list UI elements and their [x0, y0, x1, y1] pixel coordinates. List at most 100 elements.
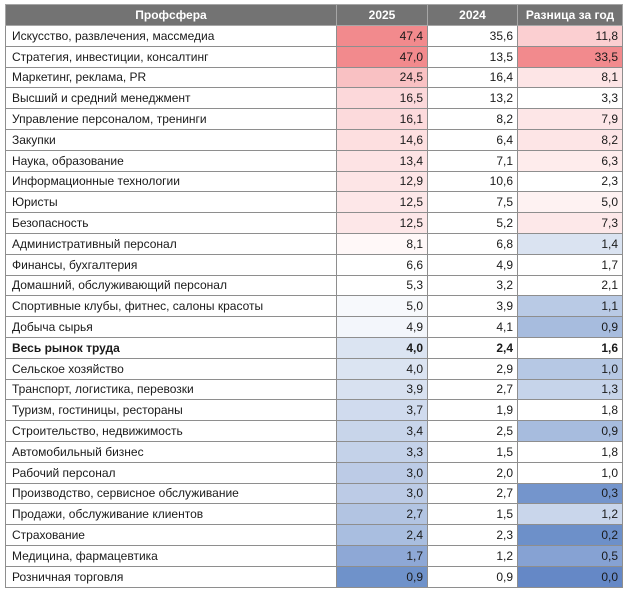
table-row: Искусство, развлечения, массмедиа 47,4 35,…: [5, 25, 623, 47]
table-row: Наука, образование 13,4 7,1 6,3: [5, 149, 623, 172]
cell-2025: 2,7: [336, 503, 428, 526]
cell-profession: Маркетинг, реклама, PR: [5, 66, 337, 89]
cell-profession: Автомобильный бизнес: [5, 440, 337, 463]
cell-diff: 33,5: [517, 45, 623, 68]
cell-diff: 8,1: [517, 66, 623, 89]
cell-profession: Высший и средний менеджмент: [5, 87, 337, 110]
cell-profession: Наука, образование: [5, 149, 337, 172]
table-row: Высший и средний менеджмент 16,5 13,2 3,3: [5, 87, 623, 110]
table-row: Административный персонал 8,1 6,8 1,4: [5, 232, 623, 255]
cell-profession: Весь рынок труда: [5, 336, 337, 359]
cell-diff: 1,8: [517, 440, 623, 463]
cell-diff: 7,3: [517, 212, 623, 234]
cell-2024: 2,7: [427, 378, 518, 401]
cell-profession: Туризм, гостиницы, рестораны: [5, 399, 337, 422]
cell-2024: 2,7: [427, 482, 518, 505]
cell-2025: 14,6: [336, 128, 428, 151]
cell-2025: 8,1: [336, 232, 428, 255]
cell-diff: 1,1: [517, 295, 623, 318]
cell-profession: Финансы, бухгалтерия: [5, 253, 337, 276]
cell-2024: 4,1: [427, 316, 518, 338]
table-row: Безопасность 12,5 5,2 7,3: [5, 212, 623, 234]
cell-profession: Закупки: [5, 128, 337, 151]
cell-2024: 1,5: [427, 440, 518, 463]
cell-diff: 1,0: [517, 357, 623, 380]
table-row: Страхование 2,4 2,3 0,2: [5, 524, 623, 546]
table-row: Производство, сервисное обслуживание 3,0 2…: [5, 482, 623, 505]
cell-diff: 0,9: [517, 316, 623, 338]
cell-2024: 7,5: [427, 191, 518, 214]
table-row: Спортивные клубы, фитнес, салоны красоты…: [5, 295, 623, 318]
cell-profession: Управление персоналом, тренинги: [5, 108, 337, 130]
cell-diff: 1,6: [517, 336, 623, 359]
cell-diff: 1,0: [517, 461, 623, 484]
cell-diff: 1,7: [517, 253, 623, 276]
table-row: Информационные технологии 12,9 10,6 2,3: [5, 170, 623, 193]
cell-2024: 5,2: [427, 212, 518, 234]
table-row: Автомобильный бизнес 3,3 1,5 1,8: [5, 440, 623, 463]
cell-2025: 12,5: [336, 212, 428, 234]
table-row: Розничная торговля 0,9 0,9 0,0: [5, 565, 623, 588]
cell-2024: 0,9: [427, 565, 518, 588]
cell-2024: 2,3: [427, 524, 518, 546]
cell-diff: 2,1: [517, 274, 623, 297]
cell-2024: 35,6: [427, 25, 518, 47]
cell-2025: 6,6: [336, 253, 428, 276]
cell-2025: 3,0: [336, 482, 428, 505]
cell-profession: Медицина, фармацевтика: [5, 544, 337, 567]
cell-2025: 24,5: [336, 66, 428, 89]
cell-2025: 0,9: [336, 565, 428, 588]
cell-diff: 0,5: [517, 544, 623, 567]
cell-profession: Производство, сервисное обслуживание: [5, 482, 337, 505]
cell-diff: 0,2: [517, 524, 623, 546]
table-row: Стратегия, инвестиции, консалтинг 47,0 13,…: [5, 45, 623, 68]
cell-2025: 5,0: [336, 295, 428, 318]
header-diff: Разница за год: [517, 4, 623, 26]
cell-diff: 1,3: [517, 378, 623, 401]
cell-profession: Розничная торговля: [5, 565, 337, 588]
cell-2025: 4,9: [336, 316, 428, 338]
cell-profession: Продажи, обслуживание клиентов: [5, 503, 337, 526]
cell-2025: 1,7: [336, 544, 428, 567]
header-profession: Профсфера: [5, 4, 337, 26]
table-row: Продажи, обслуживание клиентов 2,7 1,5 1,2: [5, 503, 623, 526]
cell-diff: 7,9: [517, 108, 623, 130]
cell-2024: 10,6: [427, 170, 518, 193]
table-row: Весь рынок труда 4,0 2,4 1,6: [5, 336, 623, 359]
cell-2025: 3,0: [336, 461, 428, 484]
cell-diff: 6,3: [517, 149, 623, 172]
cell-2025: 12,9: [336, 170, 428, 193]
cell-2024: 3,2: [427, 274, 518, 297]
cell-2025: 3,4: [336, 420, 428, 442]
table-row: Медицина, фармацевтика 1,7 1,2 0,5: [5, 544, 623, 567]
cell-profession: Спортивные клубы, фитнес, салоны красоты: [5, 295, 337, 318]
cell-2024: 16,4: [427, 66, 518, 89]
cell-profession: Строительство, недвижимость: [5, 420, 337, 442]
cell-2024: 2,9: [427, 357, 518, 380]
cell-profession: Сельское хозяйство: [5, 357, 337, 380]
cell-profession: Домашний, обслуживающий персонал: [5, 274, 337, 297]
cell-profession: Рабочий персонал: [5, 461, 337, 484]
cell-2025: 2,4: [336, 524, 428, 546]
cell-2025: 4,0: [336, 357, 428, 380]
cell-profession: Стратегия, инвестиции, консалтинг: [5, 45, 337, 68]
cell-2024: 1,2: [427, 544, 518, 567]
header-2025: 2025: [336, 4, 428, 26]
table-row: Рабочий персонал 3,0 2,0 1,0: [5, 461, 623, 484]
table-row: Сельское хозяйство 4,0 2,9 1,0: [5, 357, 623, 380]
cell-diff: 0,0: [517, 565, 623, 588]
cell-2025: 13,4: [336, 149, 428, 172]
cell-2024: 2,4: [427, 336, 518, 359]
profession-table: Профсфера 2025 2024 Разница за год Искус…: [5, 4, 623, 588]
cell-2024: 8,2: [427, 108, 518, 130]
cell-2024: 13,2: [427, 87, 518, 110]
cell-2024: 1,5: [427, 503, 518, 526]
cell-2024: 6,8: [427, 232, 518, 255]
cell-diff: 11,8: [517, 25, 623, 47]
table-row: Добыча сырья 4,9 4,1 0,9: [5, 316, 623, 338]
cell-diff: 0,3: [517, 482, 623, 505]
cell-profession: Безопасность: [5, 212, 337, 234]
cell-2025: 5,3: [336, 274, 428, 297]
table-row: Маркетинг, реклама, PR 24,5 16,4 8,1: [5, 66, 623, 89]
table-container: Профсфера 2025 2024 Разница за год Искус…: [5, 4, 623, 588]
